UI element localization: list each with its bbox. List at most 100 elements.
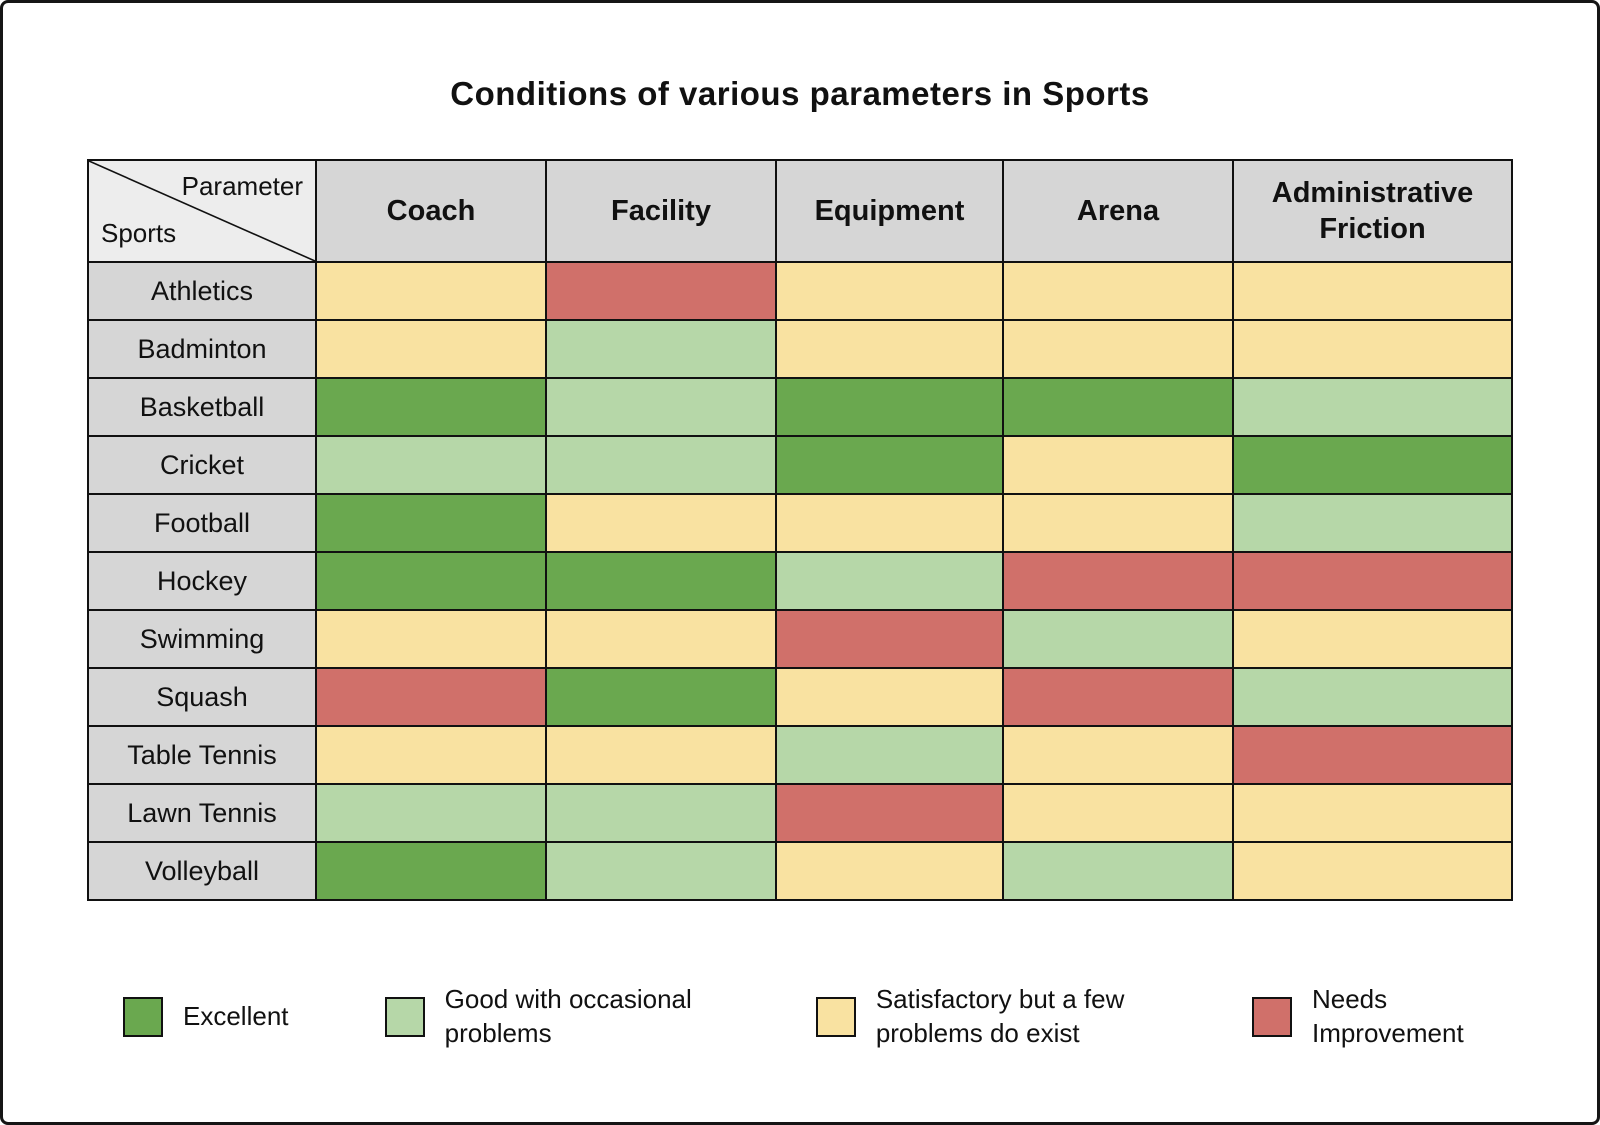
table-row-athletics: Athletics <box>87 261 1513 321</box>
cell-football-facility <box>545 493 777 553</box>
cell-table-tennis-administrative-friction <box>1232 725 1513 785</box>
table-row-basketball: Basketball <box>87 377 1513 437</box>
cell-volleyball-equipment <box>775 841 1004 901</box>
cell-football-arena <box>1002 493 1234 553</box>
cell-basketball-equipment <box>775 377 1004 437</box>
column-header-equipment: Equipment <box>775 159 1004 263</box>
cell-athletics-arena <box>1002 261 1234 321</box>
cell-badminton-facility <box>545 319 777 379</box>
table-row-hockey: Hockey <box>87 551 1513 611</box>
cell-basketball-coach <box>315 377 547 437</box>
cell-cricket-facility <box>545 435 777 495</box>
cell-athletics-administrative-friction <box>1232 261 1513 321</box>
cell-badminton-equipment <box>775 319 1004 379</box>
legend-label-excellent: Excellent <box>183 1000 289 1031</box>
cell-swimming-facility <box>545 609 777 669</box>
cell-athletics-equipment <box>775 261 1004 321</box>
cell-basketball-facility <box>545 377 777 437</box>
satisfactory-swatch-icon <box>815 996 856 1037</box>
conditions-table: Parameter Sports Coach Facility Equipment A… <box>87 159 1513 901</box>
row-header-badminton: Badminton <box>87 319 317 379</box>
cell-squash-facility <box>545 667 777 727</box>
table-row-cricket: Cricket <box>87 435 1513 495</box>
row-header-volleyball: Volleyball <box>87 841 317 901</box>
cell-badminton-administrative-friction <box>1232 319 1513 379</box>
legend-label-needs-improvement: Needs Improvement <box>1311 984 1464 1048</box>
cell-basketball-administrative-friction <box>1232 377 1513 437</box>
cell-volleyball-facility <box>545 841 777 901</box>
cell-hockey-coach <box>315 551 547 611</box>
cell-squash-administrative-friction <box>1232 667 1513 727</box>
table-row-table-tennis: Table Tennis <box>87 725 1513 785</box>
table-row-football: Football <box>87 493 1513 553</box>
corner-cell: Parameter Sports <box>87 159 317 263</box>
table-row-squash: Squash <box>87 667 1513 727</box>
row-header-athletics: Athletics <box>87 261 317 321</box>
legend-item-needs-improvement: Needs Improvement <box>1251 983 1482 1051</box>
cell-lawn-tennis-coach <box>315 783 547 843</box>
cell-swimming-arena <box>1002 609 1234 669</box>
cell-football-equipment <box>775 493 1004 553</box>
legend: Excellent Good with occasional problems Sa… <box>3 983 1597 1051</box>
table-row-swimming: Swimming <box>87 609 1513 669</box>
cell-hockey-administrative-friction <box>1232 551 1513 611</box>
row-header-table-tennis: Table Tennis <box>87 725 317 785</box>
cell-swimming-equipment <box>775 609 1004 669</box>
cell-volleyball-coach <box>315 841 547 901</box>
corner-sports-label: Sports <box>101 218 177 248</box>
cell-lawn-tennis-facility <box>545 783 777 843</box>
cell-squash-equipment <box>775 667 1004 727</box>
cell-hockey-arena <box>1002 551 1234 611</box>
cell-volleyball-arena <box>1002 841 1234 901</box>
cell-basketball-arena <box>1002 377 1234 437</box>
cell-squash-arena <box>1002 667 1234 727</box>
cell-hockey-equipment <box>775 551 1004 611</box>
legend-label-satisfactory: Satisfactory but a few problems do exist <box>875 984 1125 1048</box>
column-header-facility: Facility <box>545 159 777 263</box>
cell-lawn-tennis-administrative-friction <box>1232 783 1513 843</box>
cell-swimming-administrative-friction <box>1232 609 1513 669</box>
cell-athletics-facility <box>545 261 777 321</box>
good-swatch-icon <box>384 996 425 1037</box>
corner-parameter-label: Parameter <box>181 171 303 201</box>
cell-cricket-arena <box>1002 435 1234 495</box>
header-row: Parameter Sports Coach Facility Equipment A… <box>87 159 1513 263</box>
page-title: Conditions of various parameters in Spor… <box>450 75 1150 112</box>
row-header-squash: Squash <box>87 667 317 727</box>
cell-cricket-equipment <box>775 435 1004 495</box>
cell-table-tennis-equipment <box>775 725 1004 785</box>
cell-table-tennis-facility <box>545 725 777 785</box>
corner-diagonal-line <box>89 161 315 261</box>
legend-item-satisfactory: Satisfactory but a few problems do exist <box>815 983 1156 1051</box>
row-header-swimming: Swimming <box>87 609 317 669</box>
cell-volleyball-administrative-friction <box>1232 841 1513 901</box>
row-header-cricket: Cricket <box>87 435 317 495</box>
table-row-volleyball: Volleyball <box>87 841 1513 901</box>
column-header-arena: Arena <box>1002 159 1234 263</box>
cell-table-tennis-coach <box>315 725 547 785</box>
cell-cricket-administrative-friction <box>1232 435 1513 495</box>
row-header-basketball: Basketball <box>87 377 317 437</box>
row-header-football: Football <box>87 493 317 553</box>
cell-cricket-coach <box>315 435 547 495</box>
legend-item-excellent: Excellent <box>123 996 289 1037</box>
cell-athletics-coach <box>315 261 547 321</box>
cell-badminton-arena <box>1002 319 1234 379</box>
table-row-badminton: Badminton <box>87 319 1513 379</box>
row-header-lawn-tennis: Lawn Tennis <box>87 783 317 843</box>
cell-hockey-facility <box>545 551 777 611</box>
row-header-hockey: Hockey <box>87 551 317 611</box>
cell-swimming-coach <box>315 609 547 669</box>
cell-lawn-tennis-equipment <box>775 783 1004 843</box>
cell-badminton-coach <box>315 319 547 379</box>
cell-table-tennis-arena <box>1002 725 1234 785</box>
table-row-lawn-tennis: Lawn Tennis <box>87 783 1513 843</box>
column-header-administrative-friction: Administrative Friction <box>1232 159 1513 263</box>
cell-football-coach <box>315 493 547 553</box>
excellent-swatch-icon <box>123 996 163 1037</box>
cell-lawn-tennis-arena <box>1002 783 1234 843</box>
cell-squash-coach <box>315 667 547 727</box>
cell-football-administrative-friction <box>1232 493 1513 553</box>
table-body: Athletics Badminton Basketball Cricket Footb… <box>87 261 1513 901</box>
